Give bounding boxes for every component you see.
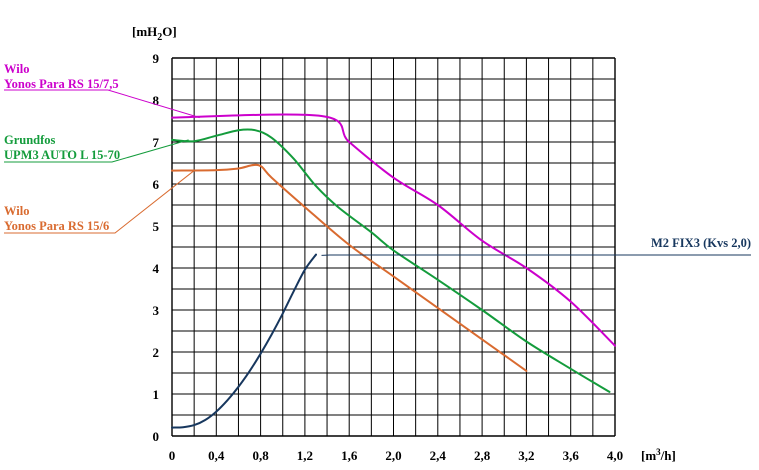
x-tick-label: 3,2 xyxy=(518,448,534,463)
y-tick-label: 3 xyxy=(153,303,160,318)
legend-label-3: Wilo xyxy=(4,204,29,218)
x-tick-label: 2,4 xyxy=(430,448,447,463)
y-tick-label: 2 xyxy=(153,345,160,360)
legend-leader-2 xyxy=(4,139,189,163)
legend-label-2: Grundfos xyxy=(4,133,56,147)
legend-label-1: Wilo xyxy=(4,62,29,76)
y-tick-label: 7 xyxy=(153,135,160,150)
series-line-4 xyxy=(171,253,317,429)
y-tick-label: 0 xyxy=(153,429,160,444)
legend-label-1: Yonos Para RS 15/7,5 xyxy=(4,77,119,91)
x-tick-label: 0,8 xyxy=(252,448,269,463)
x-axis-label: [m3/h] xyxy=(641,447,676,463)
series-layer xyxy=(171,113,616,429)
x-tick-label: 3,6 xyxy=(563,448,580,463)
y-tick-label: 9 xyxy=(153,51,160,66)
series-line-1 xyxy=(171,113,616,347)
legend-label-3: Yonos Para RS 15/6 xyxy=(4,219,109,233)
y-tick-label: 6 xyxy=(153,177,160,192)
legend-leader-1 xyxy=(4,89,200,119)
x-tick-label: 2,0 xyxy=(385,448,401,463)
x-tick-label: 2,8 xyxy=(474,448,491,463)
x-tick-label: 0,4 xyxy=(208,448,225,463)
y-tick-label: 4 xyxy=(153,261,160,276)
x-tick-label: 1,2 xyxy=(297,448,313,463)
legend-leader-3 xyxy=(4,170,195,234)
y-tick-label: 8 xyxy=(153,93,160,108)
x-tick-label: 4,0 xyxy=(607,448,623,463)
legend-label-4: M2 FIX3 (Kvs 2,0) xyxy=(651,236,751,250)
y-axis-label: [mH2O] xyxy=(132,24,177,43)
axes: 0 1 2 3 4 5 6 7 8 9 0 0,4 0,8 1,2 1,6 2,0 2,4 2,8 3,2 3,6 4,… xyxy=(132,24,676,463)
y-tick-label: 1 xyxy=(153,387,160,402)
series-line-3 xyxy=(171,163,528,372)
x-tick-label: 1,6 xyxy=(341,448,358,463)
grid xyxy=(171,57,616,437)
series-line-2 xyxy=(171,128,611,393)
x-tick-label: 0 xyxy=(169,448,176,463)
y-tick-label: 5 xyxy=(153,219,160,234)
legend-label-2: UPM3 AUTO L 15-70 xyxy=(4,148,120,162)
